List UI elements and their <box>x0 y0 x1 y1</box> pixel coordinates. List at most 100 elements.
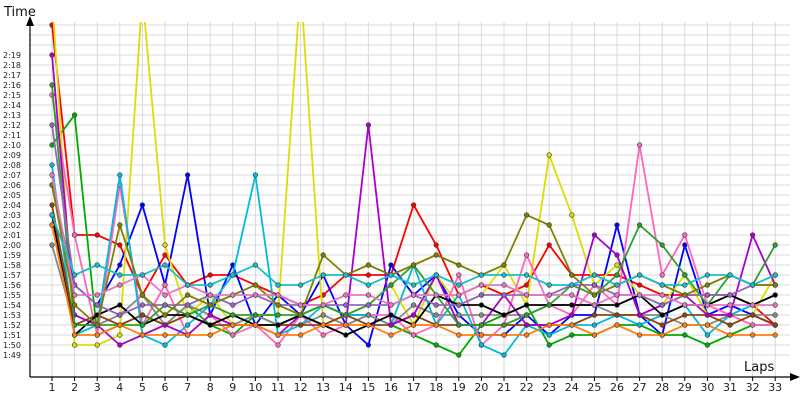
x-tick-label: 10 <box>248 381 262 394</box>
data-point <box>388 262 394 268</box>
y-tick-label: 1:49 <box>3 351 21 360</box>
y-tick-label: 1:50 <box>3 341 21 350</box>
data-point <box>117 312 123 318</box>
x-tick-label: 24 <box>565 381 579 394</box>
data-point <box>569 292 575 298</box>
x-tick-label: 5 <box>139 381 146 394</box>
data-point <box>71 302 78 308</box>
data-point <box>320 332 326 338</box>
data-point <box>49 142 55 148</box>
data-point <box>501 282 507 288</box>
data-point <box>71 342 78 348</box>
data-point <box>139 302 145 308</box>
data-point <box>546 242 552 248</box>
data-point <box>433 252 439 258</box>
data-point <box>591 312 598 318</box>
data-point <box>94 302 100 308</box>
data-point <box>71 332 78 338</box>
data-point <box>727 272 733 278</box>
x-tick-label: 26 <box>610 381 624 394</box>
data-point <box>207 292 213 298</box>
data-point <box>275 332 281 338</box>
x-tick-label: 11 <box>271 381 285 394</box>
y-tick-label: 1:52 <box>3 321 21 330</box>
data-point <box>614 302 620 308</box>
data-point <box>636 292 643 298</box>
data-point <box>478 342 485 348</box>
data-point <box>546 302 552 308</box>
y-tick-label: 2:05 <box>3 191 21 200</box>
data-point <box>636 312 643 318</box>
y-tick-label: 1:53 <box>3 311 21 320</box>
data-point <box>682 312 688 318</box>
series-15 <box>49 212 778 288</box>
data-point <box>433 292 439 298</box>
x-tick-label: 29 <box>678 381 692 394</box>
data-point <box>185 332 191 338</box>
data-point <box>139 272 145 278</box>
data-point <box>456 262 462 268</box>
x-tick-label: 4 <box>116 381 123 394</box>
data-point <box>523 212 530 218</box>
x-tick-label: 28 <box>655 381 669 394</box>
x-tick-label: 13 <box>316 381 330 394</box>
data-point <box>298 322 304 328</box>
data-point <box>659 242 665 248</box>
data-point <box>298 312 304 318</box>
data-point <box>275 322 281 328</box>
data-point <box>772 292 778 298</box>
data-point <box>501 262 507 268</box>
data-point <box>71 112 78 118</box>
data-point <box>298 282 304 288</box>
data-point <box>591 272 598 278</box>
data-point <box>388 302 394 308</box>
data-point <box>185 322 191 328</box>
data-point <box>591 292 598 298</box>
data-point <box>659 282 665 288</box>
y-tick-label: 2:16 <box>3 81 21 90</box>
data-point <box>162 262 168 268</box>
data-point <box>343 302 349 308</box>
data-point <box>365 312 372 318</box>
data-point <box>523 302 530 308</box>
data-point <box>252 292 258 298</box>
data-point <box>365 302 372 308</box>
data-point <box>569 312 575 318</box>
data-point <box>343 272 349 278</box>
data-point <box>727 332 733 338</box>
data-point <box>185 292 191 298</box>
data-point <box>117 272 123 278</box>
data-point <box>523 332 530 338</box>
data-point <box>772 332 778 338</box>
data-point <box>207 312 213 318</box>
data-point <box>749 332 756 338</box>
y-tick-label: 2:10 <box>3 141 21 150</box>
y-tick-label: 2:18 <box>3 61 21 70</box>
y-tick-label: 1:57 <box>3 271 21 280</box>
data-point <box>501 322 507 328</box>
data-point <box>71 232 78 238</box>
data-point <box>569 282 575 288</box>
data-point <box>185 282 191 288</box>
data-point <box>94 322 100 328</box>
data-point <box>614 262 620 268</box>
data-point <box>411 302 417 308</box>
data-point <box>320 252 326 258</box>
data-point <box>682 232 688 238</box>
data-point <box>456 322 462 328</box>
x-tick-label: 21 <box>497 381 511 394</box>
x-tick-label: 8 <box>207 381 214 394</box>
data-point <box>501 332 507 338</box>
y-tick-label: 2:15 <box>3 91 21 100</box>
data-point <box>49 52 55 58</box>
data-point <box>230 302 236 308</box>
y-tick-label: 2:13 <box>3 111 21 120</box>
x-tick-label: 18 <box>429 381 443 394</box>
data-point <box>411 282 417 288</box>
data-point <box>162 252 168 258</box>
data-point <box>456 272 462 278</box>
data-point <box>682 272 688 278</box>
ticks-layer: 1:491:501:511:521:531:541:551:561:571:58… <box>3 51 782 394</box>
axes-layer <box>26 16 800 381</box>
data-point <box>659 292 665 298</box>
